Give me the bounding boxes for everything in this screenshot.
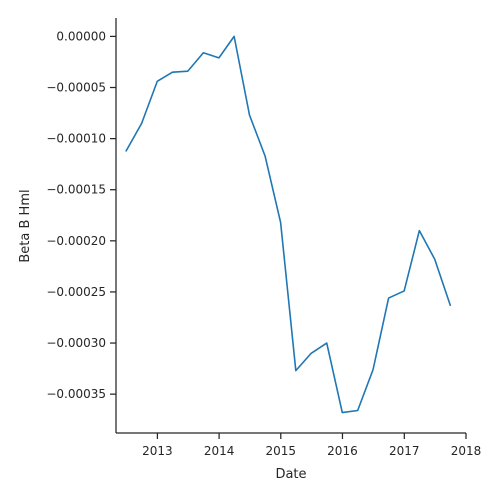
x-tick-label: 2014 — [204, 444, 235, 458]
y-tick-label: −0.00010 — [46, 132, 106, 146]
x-tick-label: 2016 — [327, 444, 358, 458]
plot-area: 0.00000 −0.00005 −0.00010 −0.00015 −0.00020 −… — [46, 18, 481, 458]
x-ticks: 2013 2014 2015 2016 2017 2018 — [142, 433, 481, 458]
x-tick-label: 2018 — [451, 444, 482, 458]
x-tick-label: 2013 — [142, 444, 173, 458]
y-ticks: 0.00000 −0.00005 −0.00010 −0.00015 −0.00020 −… — [46, 29, 116, 401]
series-layer — [125, 35, 452, 414]
x-tick-label: 2017 — [389, 444, 420, 458]
x-tick-label: 2015 — [266, 444, 297, 458]
y-axis-label: Beta B Hml — [18, 189, 33, 262]
series-line — [125, 35, 452, 414]
y-tick-label: −0.00025 — [46, 285, 106, 299]
y-tick-label: 0.00000 — [56, 29, 106, 43]
y-tick-label: −0.00035 — [46, 387, 106, 401]
y-tick-label: −0.00030 — [46, 336, 106, 350]
y-tick-label: −0.00020 — [46, 234, 106, 248]
x-axis-label: Date — [275, 467, 306, 482]
y-tick-label: −0.00015 — [46, 183, 106, 197]
y-tick-label: −0.00005 — [46, 81, 106, 95]
